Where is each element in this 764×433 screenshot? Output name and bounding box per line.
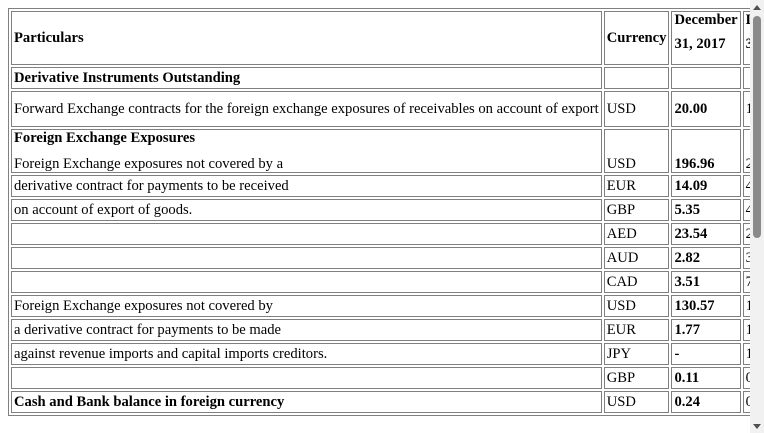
row-particular: a derivative contract for payments to be… xyxy=(11,319,602,341)
row-currency: USD xyxy=(603,295,670,317)
row-particular: against revenue imports and capital impo… xyxy=(11,343,602,365)
row-particular: on account of export of goods. xyxy=(11,199,602,221)
row-currency: EUR xyxy=(603,319,670,341)
row-particular xyxy=(11,247,602,269)
section-row-derivatives: Derivative Instruments Outstanding xyxy=(11,67,750,89)
table-row: against revenue imports and capital impo… xyxy=(11,343,750,365)
row-particular xyxy=(11,223,602,245)
row-particular: Forward Exchange contracts for the forei… xyxy=(11,91,602,127)
header-dec-2017: December 31, 2017 xyxy=(671,11,741,65)
header-particulars: Particulars xyxy=(11,11,602,65)
header-row: Particulars Currency December 31, 2017 D… xyxy=(11,11,750,65)
row-value-dec-2016: 4.15 xyxy=(742,175,750,197)
row-value-dec-2017: 1.77 xyxy=(671,319,741,341)
row-value-dec-2016: 10.00 xyxy=(742,91,750,127)
scroll-down-arrow-icon[interactable] xyxy=(750,419,764,433)
row-currency: AUD xyxy=(603,247,670,269)
header-dec-2017-line2: 31, 2017 xyxy=(674,36,726,52)
section-title-cash-bank: Cash and Bank balance in foreign currenc… xyxy=(11,391,602,413)
table-row: on account of export of goods. GBP 5.35 … xyxy=(11,199,750,221)
row-particular: Foreign Exchange exposures not covered b… xyxy=(14,156,284,172)
section-title-fx-text: Foreign Exchange Exposures xyxy=(14,130,196,146)
header-dec-2017-line1: December xyxy=(674,12,738,28)
row-value-dec-2017: 2.82 xyxy=(671,247,741,269)
row-currency: GBP xyxy=(603,199,670,221)
row-value-dec-2016: 27.20 xyxy=(742,223,750,245)
row-value-dec-2016: 1.70 xyxy=(742,319,750,341)
row-currency: EUR xyxy=(603,175,670,197)
row-particular xyxy=(11,367,602,389)
row-currency: AED xyxy=(603,223,670,245)
row-value-dec-2017: 0.24 xyxy=(671,391,741,413)
section-row-cash-bank: Cash and Bank balance in foreign currenc… xyxy=(11,391,750,413)
row-value-dec-2016: 11.20 xyxy=(742,343,750,365)
row-currency: USD xyxy=(603,91,670,127)
table-row: Foreign Exchange exposures not covered b… xyxy=(11,295,750,317)
row-currency: GBP xyxy=(603,367,670,389)
row-value-dec-2016: 3.88 xyxy=(742,247,750,269)
row-currency: CAD xyxy=(603,271,670,293)
table-row: Forward Exchange contracts for the forei… xyxy=(11,91,750,127)
row-value-dec-2017: 3.51 xyxy=(671,271,741,293)
row-value-dec-2017: 14.09 xyxy=(671,175,741,197)
table-row: derivative contract for payments to be r… xyxy=(11,175,750,197)
row-value-dec-2016: 0.18 xyxy=(742,367,750,389)
row-currency: JPY xyxy=(603,343,670,365)
row-value-dec-2016: 152.46 xyxy=(742,295,750,317)
table-row: CAD 3.51 7.14 0.13 xyxy=(11,271,750,293)
foreign-exchange-table: Particulars Currency December 31, 2017 D… xyxy=(8,8,750,416)
row-value-dec-2017: 196.96 xyxy=(671,129,741,173)
row-value-dec-2017: - xyxy=(671,343,741,365)
row-currency: USD xyxy=(603,391,670,413)
header-dec-2016: December 31, 2016 xyxy=(742,11,750,65)
scrollbar-thumb[interactable] xyxy=(753,16,761,238)
row-value-dec-2017: 0.11 xyxy=(671,367,741,389)
row-value-dec-2017: 5.35 xyxy=(671,199,741,221)
row-value-dec-2017: 130.57 xyxy=(671,295,741,317)
row-particular xyxy=(11,271,602,293)
row-value-dec-2016: 0.28 xyxy=(742,391,750,413)
vertical-scrollbar[interactable] xyxy=(750,0,764,433)
section-row-fx-exposures: Foreign Exchange Exposures Foreign Excha… xyxy=(11,129,750,173)
section-title-fx-exposures: Foreign Exchange Exposures Foreign Excha… xyxy=(11,129,602,173)
row-value-dec-2016: 222.49 xyxy=(742,129,750,173)
scroll-up-arrow-icon[interactable] xyxy=(750,0,764,14)
table-row: a derivative contract for payments to be… xyxy=(11,319,750,341)
table-row: AED 23.54 27.20 8.66 xyxy=(11,223,750,245)
section-title-derivatives: Derivative Instruments Outstanding xyxy=(11,67,602,89)
header-dec-2016-line1: December xyxy=(746,12,750,28)
table-row: AUD 2.82 3.88 5.30 xyxy=(11,247,750,269)
table-row: GBP 0.11 0.18 0.23 xyxy=(11,367,750,389)
row-value-dec-2016: 4.29 xyxy=(742,199,750,221)
header-dec-2016-line2: 31, 2016 xyxy=(746,36,750,52)
row-value-dec-2017: 20.00 xyxy=(671,91,741,127)
header-currency: Currency xyxy=(603,11,670,65)
row-value-dec-2017: 23.54 xyxy=(671,223,741,245)
row-particular: Foreign Exchange exposures not covered b… xyxy=(11,295,602,317)
row-currency: USD xyxy=(603,129,670,173)
row-particular: derivative contract for payments to be r… xyxy=(11,175,602,197)
row-value-dec-2016: 7.14 xyxy=(742,271,750,293)
